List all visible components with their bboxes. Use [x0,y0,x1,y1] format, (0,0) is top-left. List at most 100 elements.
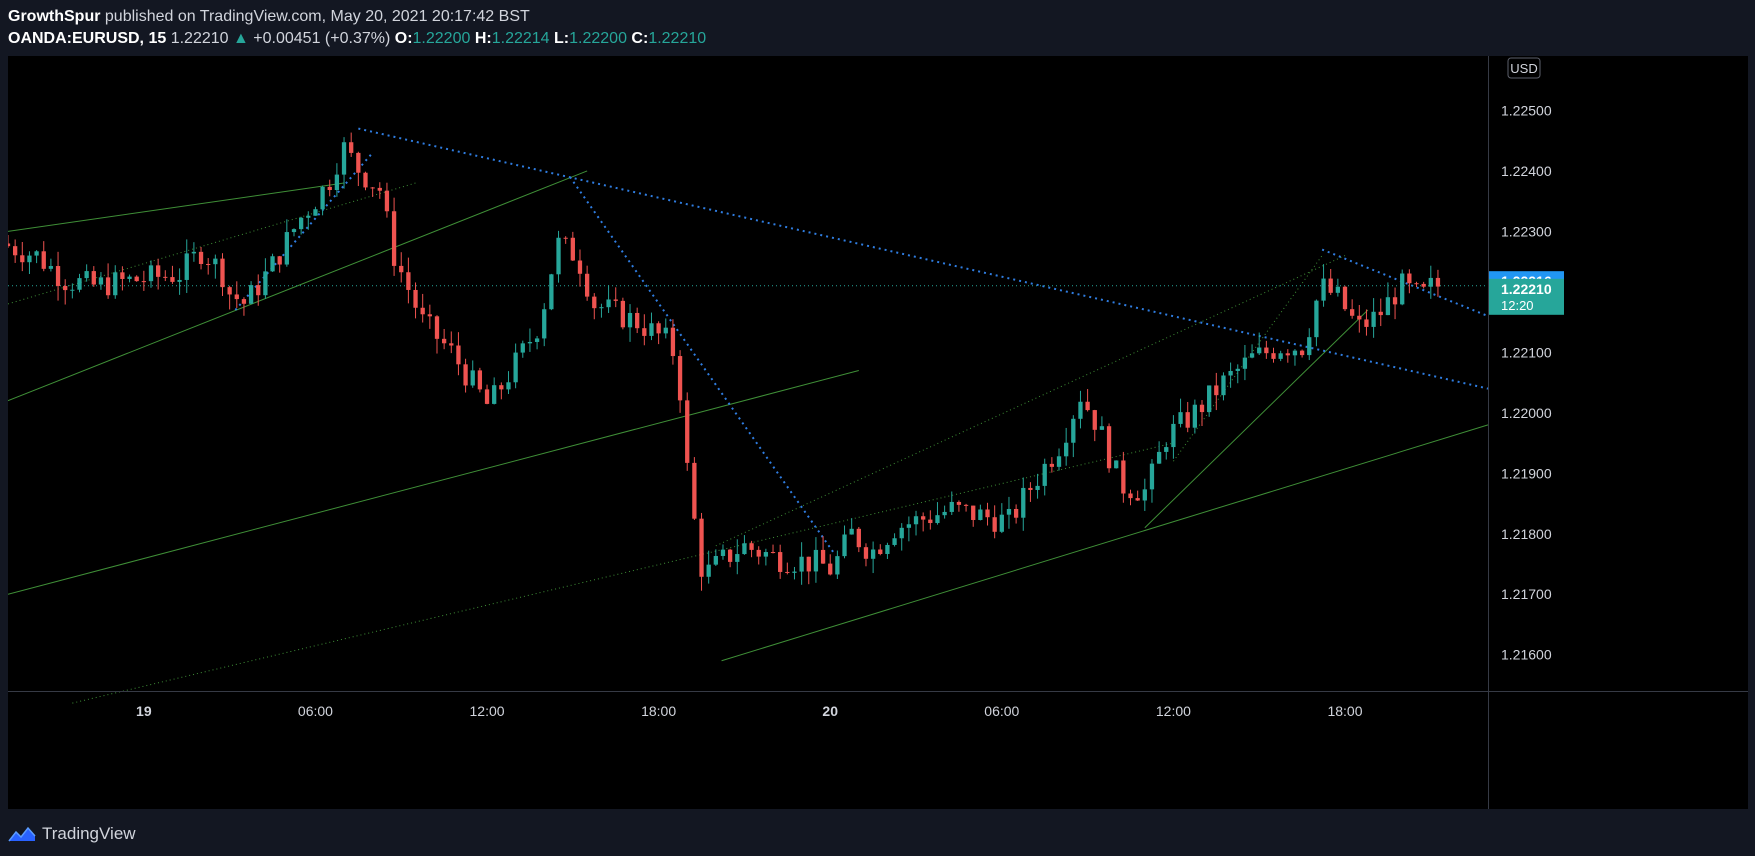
candle-body [663,327,668,334]
y-tick-label: 1.22500 [1501,102,1552,118]
candle-body [570,237,575,261]
candle-body [1257,347,1262,354]
candle-body [1392,297,1398,305]
price-tag-countdown: 12:20 [1501,298,1534,313]
candle-body [413,289,418,308]
chart-area[interactable]: USD 1.22500 1.22400 1.22300 1.22100 1.22000 1.… [8,56,1748,809]
candle-body [677,356,683,401]
candle-body [985,509,990,518]
low-value: 1.22200 [569,30,627,47]
x-tick-label: 18:00 [1327,703,1362,719]
candle-body [1271,353,1276,359]
candle-body [577,260,583,274]
candle-body [978,509,983,520]
candle-body [241,299,247,304]
candle-body [1400,273,1405,305]
candle-body [20,255,25,263]
candle-body [456,345,461,365]
candle-body [77,278,82,290]
candle-body [534,338,540,342]
high-label: H: [474,30,492,47]
candle-body [349,142,354,153]
candle-body [1414,283,1419,285]
candle-body [813,549,819,572]
trendline-dotted-median-3 [715,255,1346,547]
candle-body [742,543,747,555]
candle-body [942,511,947,516]
candle-body [921,516,926,520]
candle-body [1042,463,1047,486]
candle-body [542,309,547,339]
trendline-wedge-support [1144,309,1369,529]
candle-body [1178,412,1183,424]
close-label: C: [631,30,649,47]
candle-body [1192,404,1198,428]
x-tick-label: 20 [822,703,838,719]
candle-body [1071,418,1076,443]
candle-body [105,277,111,296]
candle-body [642,328,647,336]
candle-body [1321,278,1326,301]
candle-body [1264,347,1269,354]
candle-body [270,256,275,272]
price-change: +0.00451 (+0.37%) [253,30,391,47]
x-tick-label: 06:00 [298,703,333,719]
axes-layer: USD 1.22500 1.22400 1.22300 1.22100 1.22000 1.… [8,56,1748,809]
candle-body [1242,357,1248,369]
price-chart[interactable]: USD 1.22500 1.22400 1.22300 1.22100 1.22000 1.… [8,56,1748,809]
candle-body [878,549,883,555]
candle-body [334,174,340,191]
candle-body [706,564,711,577]
candle-body [1221,375,1226,396]
publish-line: GrowthSpur published on TradingView.com,… [8,6,1748,28]
candle-body [113,272,118,296]
low-label: L: [554,30,570,47]
candle-body [971,505,976,520]
symbol-name[interactable]: OANDA:EURUSD, 15 [8,30,167,47]
candle-body [1342,286,1348,310]
published-text: published on TradingView.com, May 20, 20… [104,8,530,25]
open-label: O: [394,30,413,47]
candle-body [1378,311,1383,316]
candle-body [527,341,533,344]
candle-body [356,152,361,173]
candle-body [213,258,218,265]
candle-body [427,314,432,317]
candle-body [27,255,32,263]
candle-body [506,382,511,390]
candle-body [806,556,811,572]
candle-body [148,265,154,282]
high-value: 1.22214 [491,30,550,47]
candle-body [792,571,797,573]
trendline-upper-channel [8,182,345,232]
candle-body [1035,485,1040,490]
candle-body [1364,319,1369,327]
candle-body [1350,309,1355,316]
candle-body [277,256,282,265]
candle-body [206,263,211,265]
tradingview-logo-icon[interactable] [8,825,36,843]
up-arrow-icon: ▲ [233,30,249,47]
candle-body [1056,456,1062,467]
candle-body [120,272,125,279]
candle-body [13,246,18,256]
author-name[interactable]: GrowthSpur [8,8,101,25]
candle-body [885,544,890,555]
trendline-rising-support-2 [8,369,859,595]
candle-body [470,370,475,386]
candle-body [1114,460,1119,469]
candle-body [1149,463,1155,490]
candle-body [256,285,261,296]
candle-body [720,549,726,556]
tradingview-brand[interactable]: TradingView [42,824,136,843]
candle-body [156,265,161,277]
currency-label: USD [1510,61,1537,76]
candle-body [370,187,375,189]
candle-body [763,552,769,557]
y-tick-label: 1.21800 [1501,526,1552,542]
candle-body [756,549,761,557]
candle-body [606,299,611,308]
candle-body [1099,426,1105,430]
candle-body [1092,410,1097,430]
candle-body [1078,401,1083,419]
